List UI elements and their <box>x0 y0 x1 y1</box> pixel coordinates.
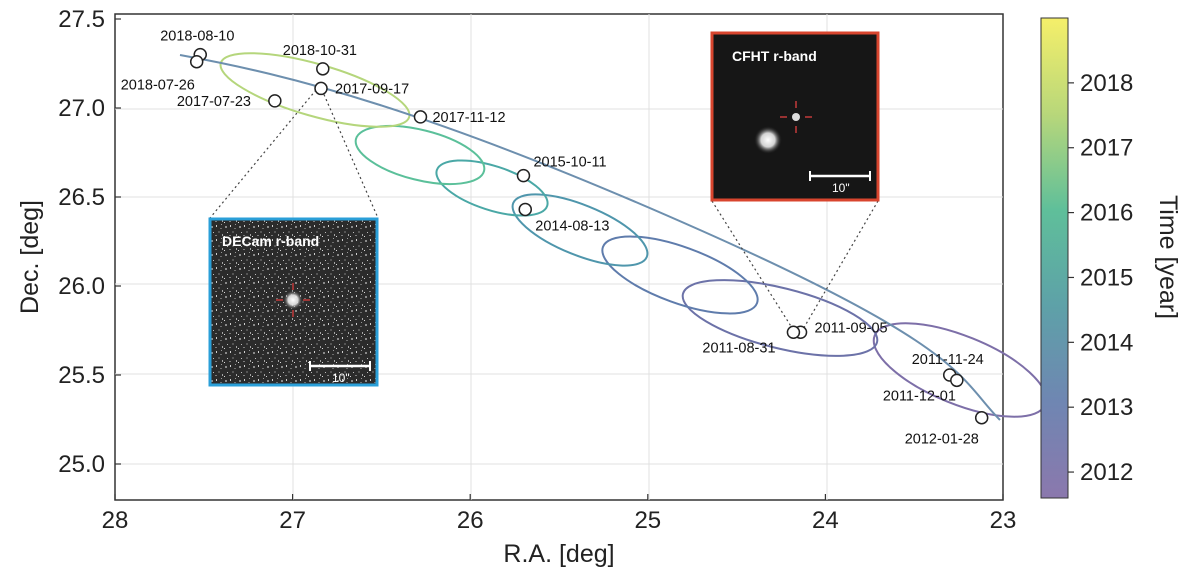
connector-cfht-left <box>711 200 795 332</box>
point-label: 2018-07-26 <box>121 78 195 94</box>
colorbar-ticks: 2012 2013 2014 2015 2016 2017 2018 <box>1068 70 1133 486</box>
y-axis-label: Dec. [deg] <box>16 200 44 314</box>
cfht-scale-label: 10" <box>832 181 850 195</box>
y-tick-label: 25.0 <box>58 451 105 478</box>
y-axis-ticks: 25.0 25.5 26.0 26.5 27.0 27.5 <box>58 6 121 478</box>
x-tick-label: 24 <box>812 507 839 534</box>
point-label: 2017-09-17 <box>335 81 409 97</box>
x-axis-label: R.A. [deg] <box>503 540 614 568</box>
y-tick-label: 27.5 <box>58 6 105 33</box>
colorbar-tick-label: 2013 <box>1080 394 1133 421</box>
point-label: 2018-08-10 <box>160 29 234 45</box>
cfht-inset-title: CFHT r-band <box>732 48 817 64</box>
data-point <box>950 373 964 388</box>
point-label: 2018-10-31 <box>283 43 357 59</box>
colorbar: 2012 2013 2014 2015 2016 2017 2018 Time [year] <box>1040 17 1182 499</box>
trajectory-loop <box>601 235 759 315</box>
trajectory-loop <box>511 193 649 267</box>
colorbar-tick-label: 2015 <box>1080 264 1133 291</box>
point-label: 2011-09-05 <box>815 320 888 336</box>
decam-inset: DECam r-band 10" <box>208 217 379 387</box>
x-tick-label: 23 <box>990 507 1017 534</box>
x-tick-label: 25 <box>634 507 661 534</box>
connector-cfht-right <box>801 200 879 332</box>
cfht-target-star <box>792 113 800 121</box>
point-label: 2011-11-24 <box>912 352 984 368</box>
data-point <box>268 94 282 108</box>
colorbar-label: Time [year] <box>1154 195 1182 319</box>
trajectory-loop <box>435 159 549 217</box>
colorbar-tick-label: 2017 <box>1080 135 1133 162</box>
data-points: 2018-08-10 2018-07-26 2018-10-31 2017-09-17… <box>121 29 989 448</box>
colorbar-tick-label: 2014 <box>1080 329 1133 356</box>
point-label: 2014-08-13 <box>535 218 609 234</box>
data-point <box>316 62 330 76</box>
cfht-bright-star <box>754 126 782 154</box>
point-label: 2017-11-12 <box>432 110 505 126</box>
y-tick-label: 26.5 <box>58 184 105 211</box>
decam-scale-label: 10" <box>332 371 350 385</box>
decam-inset-title: DECam r-band <box>222 233 319 249</box>
colorbar-tick-label: 2012 <box>1080 459 1133 486</box>
point-label: 2015-10-11 <box>533 155 606 171</box>
x-tick-label: 26 <box>457 507 484 534</box>
x-axis-ticks: 28 27 26 25 24 23 <box>102 494 1017 534</box>
y-tick-label: 25.5 <box>58 362 105 389</box>
x-tick-label: 28 <box>102 507 129 534</box>
decam-crosshair-icon <box>276 283 310 317</box>
point-label: 2012-01-28 <box>905 432 979 448</box>
data-point <box>974 410 989 425</box>
data-point <box>413 110 428 124</box>
decam-target-star <box>283 290 303 310</box>
point-label: 2017-07-23 <box>177 94 251 110</box>
data-point <box>518 202 533 217</box>
colorbar-tick-label: 2018 <box>1080 70 1133 97</box>
point-label: 2011-08-31 <box>702 340 775 356</box>
cfht-crosshair-icon <box>780 101 812 133</box>
cfht-inset: CFHT r-band 10" <box>710 31 880 202</box>
data-point <box>189 54 204 69</box>
data-point <box>786 325 801 340</box>
data-point <box>516 168 531 183</box>
y-tick-label: 26.0 <box>58 273 105 300</box>
y-tick-label: 27.0 <box>58 95 105 122</box>
trajectory-loop <box>354 124 486 186</box>
colorbar-tick-label: 2016 <box>1080 200 1133 227</box>
point-label: 2011-12-01 <box>883 388 956 404</box>
trajectory-loop <box>681 279 879 357</box>
colorbar-gradient <box>1040 17 1069 499</box>
inset-connectors <box>209 89 879 332</box>
connector-decam-right <box>321 89 379 219</box>
data-point <box>314 81 328 96</box>
x-tick-label: 27 <box>279 507 306 534</box>
